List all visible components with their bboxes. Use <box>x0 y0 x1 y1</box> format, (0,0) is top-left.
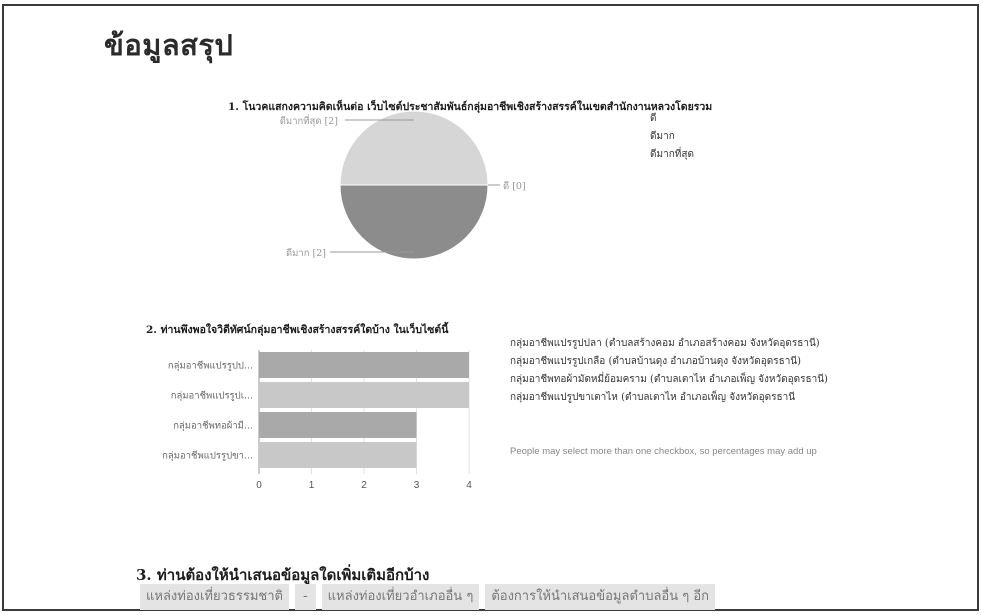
pie-legend-item: ดีมาก <box>650 131 675 142</box>
bar-legend-item: กลุ่มอาชีพแปรูปขาเตาไห (ตำบลเตาไห อำเภอเ… <box>510 392 796 403</box>
bar <box>259 412 417 438</box>
bar-legend-item: กลุ่มอาชีพแปรรูปปลา (ตำบลสร้างคอม อำเภอส… <box>510 338 820 349</box>
report-frame <box>2 4 979 611</box>
bar-category-label: กลุ่มอาชีพแปรรูปขา... <box>162 450 253 462</box>
q3-answer: - <box>294 584 316 610</box>
bar-legend: กลุ่มอาชีพแปรรูปปลา (ตำบลสร้างคอม อำเภอส… <box>510 336 828 408</box>
page-title: ข้อมูลสรุป <box>104 28 234 62</box>
pie-legend-item: ดี <box>650 113 657 124</box>
q3-answer: แหล่งท่องเที่ยวธรรมชาติ <box>140 584 289 610</box>
checkbox-note: People may select more than one checkbox… <box>510 446 817 457</box>
pie-slice <box>339 184 489 260</box>
pie-slice-label: ดีมาก [2] <box>286 247 326 259</box>
bar-category-label: กลุ่มอาชีพแปรรูปเ... <box>171 390 253 402</box>
q3-title: 3. ท่านต้องให้นำเสนอข้อมูลใดเพิ่มเติมอีก… <box>136 566 430 584</box>
q3-answer: ต้องการให้นำเสนอข้อมูลตำบลอื่น ๆ อีก <box>485 584 716 610</box>
bar-tick-label: 1 <box>309 480 315 491</box>
bar <box>259 382 469 408</box>
bar-tick-label: 0 <box>256 480 262 491</box>
bar-category-label: กลุ่มอาชีพทอผ้ามี... <box>173 420 253 432</box>
q3-answers: แหล่งท่องเที่ยวธรรมชาติ - แหล่งท่องเที่ย… <box>140 584 716 610</box>
pie-legend-item: ดีมากที่สุด <box>650 149 694 160</box>
pie-slice-label: ดี [0] <box>503 180 526 192</box>
bar-tick-label: 2 <box>361 480 367 491</box>
bar-legend-item: กลุ่มอาชีพแปรรูปเกลือ (ตำบลบ้านดุง อำเภอ… <box>510 356 802 367</box>
bar <box>259 352 469 378</box>
q3-answer: แหล่งท่องเที่ยวอำเภออื่น ๆ <box>321 584 480 610</box>
pie-slice-label: ดีมากที่สุด [2] <box>280 114 338 127</box>
pie-slice <box>339 110 489 186</box>
pie-legend: ดี ดีมาก ดีมากที่สุด <box>650 111 694 165</box>
q1-title: 1. โนวคแสกงความคิดเห็นต่อ เว็บไซต์ประชาส… <box>228 101 713 113</box>
bar-tick-label: 3 <box>414 480 420 491</box>
bar <box>259 442 417 468</box>
q2-title: 2. ท่านพึงพอใจวิดีทัศน์กลุ่มอาชีพเชิงสร้… <box>146 324 449 336</box>
bar-legend-item: กลุ่มอาชีพทอผ้ามัดหมี่ย้อมคราม (ตำบลเตาไ… <box>510 374 828 385</box>
bar-tick-label: 4 <box>466 480 472 491</box>
bar-category-label: กลุ่มอาชีพแปรรูปป... <box>168 360 253 372</box>
